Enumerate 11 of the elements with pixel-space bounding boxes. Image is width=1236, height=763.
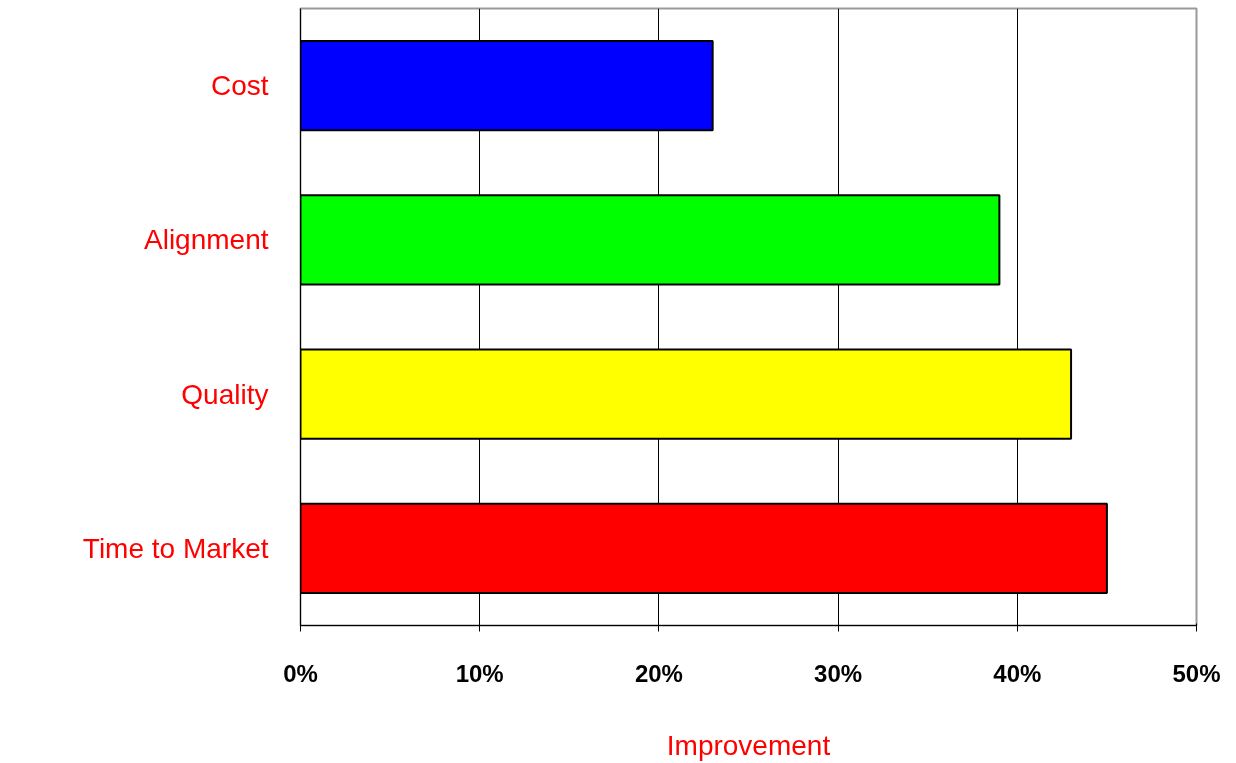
- y-tick-label: Quality: [181, 378, 269, 410]
- x-tick-label: 40%: [993, 659, 1042, 687]
- x-tick-label: 10%: [455, 659, 504, 687]
- y-tick-label: Time to Market: [82, 532, 269, 564]
- x-axis-title: Improvement: [666, 729, 831, 761]
- x-tick-label: 30%: [814, 659, 863, 687]
- x-tick-label: 20%: [634, 659, 683, 687]
- x-tick-label: 50%: [1172, 659, 1221, 687]
- y-tick-label: Cost: [210, 70, 269, 102]
- x-tick-label: 0%: [283, 659, 318, 687]
- y-tick-label: Alignment: [143, 224, 269, 256]
